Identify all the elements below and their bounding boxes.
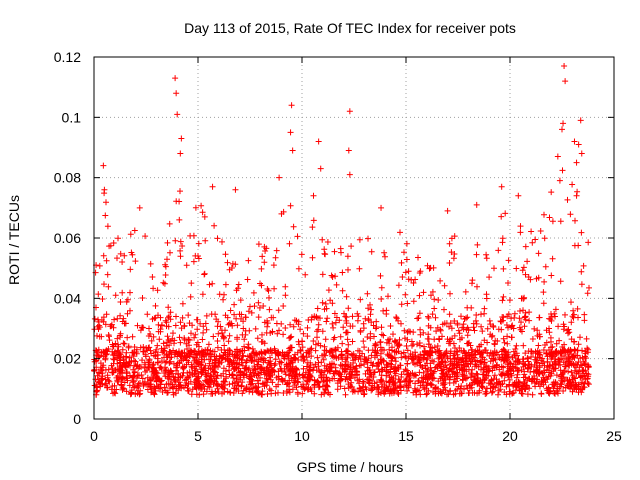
y-axis-label: ROTI / TECUs (6, 195, 22, 285)
peak-marker (136, 204, 143, 211)
y-tick-label: 0.08 (54, 170, 81, 186)
peak-marker (444, 207, 451, 214)
x-tick-label: 20 (502, 428, 518, 444)
y-tick-labels: 0 0.02 0.04 0.06 0.08 0.1 0.12 (54, 49, 81, 427)
x-tick-label: 15 (398, 428, 414, 444)
peak-marker (289, 147, 296, 154)
peak-marker (378, 204, 385, 211)
peak-marker (559, 126, 565, 133)
peak-marker (577, 117, 584, 124)
y-tick-label: 0.12 (54, 49, 81, 65)
peak-marker (209, 183, 216, 190)
x-tick-labels: 0 5 10 15 20 25 (90, 428, 622, 444)
peak-marker (174, 111, 181, 118)
peak-marker (288, 102, 295, 109)
peak-marker (571, 138, 578, 145)
peak-marker (560, 120, 567, 127)
axis-ticks (93, 56, 615, 420)
y-tick-label: 0 (73, 411, 81, 427)
scatter-markers (91, 167, 592, 398)
y-tick-label: 0.06 (54, 230, 81, 246)
x-tick-label: 5 (194, 428, 202, 444)
y-tick-label: 0.02 (54, 351, 81, 367)
peak-marker (276, 174, 283, 181)
peak-marker (561, 63, 568, 70)
peak-marker (287, 129, 294, 136)
x-tick-label: 0 (90, 428, 98, 444)
x-tick-label: 25 (606, 428, 622, 444)
peak-marker (575, 141, 582, 148)
peak-marker (573, 159, 580, 166)
y-tick-label: 0.1 (62, 109, 82, 125)
peak-marker (556, 177, 563, 184)
peak-marker (573, 192, 580, 199)
peak-marker (562, 78, 569, 85)
peak-marker (101, 186, 108, 193)
peak-marker (178, 135, 185, 142)
data-points (91, 63, 592, 398)
peak-marker (554, 153, 561, 160)
grid-lines (94, 57, 614, 419)
peak-marker (177, 150, 184, 157)
peak-marker (100, 162, 107, 169)
x-tick-label: 10 (294, 428, 310, 444)
peak-marker (578, 150, 585, 157)
peak-marker (498, 183, 505, 190)
y-tick-label: 0.04 (54, 290, 81, 306)
peak-marker (232, 186, 239, 193)
peak-marker (172, 75, 179, 82)
peak-marker (346, 108, 353, 115)
peak-marker (515, 192, 522, 199)
peak-marker (345, 147, 352, 154)
peak-marker (173, 90, 180, 97)
x-axis-label: GPS time / hours (297, 459, 404, 475)
peak-marker (317, 165, 324, 172)
peak-marker (346, 171, 353, 178)
peak-marker (315, 138, 322, 145)
chart-title: Day 113 of 2015, Rate Of TEC Index for r… (184, 20, 516, 36)
peak-marker (473, 201, 480, 208)
